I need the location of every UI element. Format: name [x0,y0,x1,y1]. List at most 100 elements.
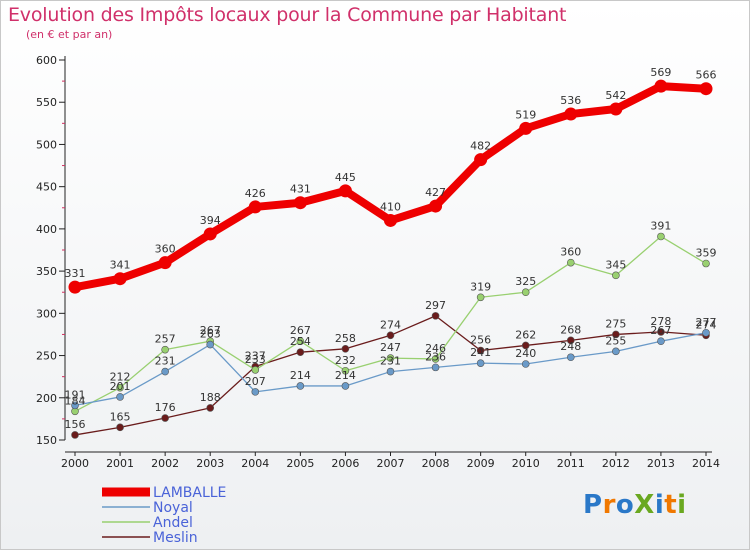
data-label-andel: 247 [380,341,401,354]
data-label-lamballe: 331 [65,267,86,280]
data-label-meslin: 156 [65,418,86,431]
data-label-noyal: 241 [470,346,491,359]
data-point-andel [116,383,124,392]
data-point-lamballe [203,227,217,241]
data-point-noyal [521,360,530,368]
data-point-lamballe [248,200,262,214]
data-point-noyal [431,363,440,372]
data-point-noyal [71,401,79,410]
x-tick-label: 2009 [467,457,495,470]
data-point-noyal [657,337,665,346]
data-label-meslin: 165 [110,410,131,423]
data-label-andel: 359 [696,247,717,260]
data-label-lamballe: 341 [110,259,131,272]
series-layer [68,79,713,439]
data-label-noyal: 263 [200,328,221,341]
chart-title: Evolution des Impôts locaux pour la Comm… [8,4,567,26]
data-label-noyal: 231 [380,355,401,368]
data-label-meslin: 297 [425,299,446,312]
data-point-noyal [251,388,260,396]
data-point-andel [161,345,169,354]
data-point-meslin [521,341,530,350]
x-tick-label: 2014 [692,457,720,470]
data-label-noyal: 267 [650,324,671,337]
data-label-andel: 212 [110,371,131,384]
y-tick-label: 250 [36,350,57,363]
data-point-meslin [612,330,620,339]
data-point-noyal [612,347,620,356]
data-label-noyal: 191 [65,388,86,401]
data-point-noyal [476,359,485,367]
data-label-andel: 391 [650,219,671,232]
data-label-noyal: 201 [110,380,131,393]
x-tick-label: 2013 [647,457,675,470]
data-point-andel [612,271,620,280]
data-label-andel: 267 [200,324,221,337]
data-label-noyal: 277 [696,316,717,329]
data-label-lamballe: 482 [470,140,491,153]
data-point-andel [657,232,665,241]
data-label-lamballe: 360 [155,243,176,256]
x-tick-label: 2005 [286,457,314,470]
data-point-andel [341,366,350,375]
data-label-meslin: 268 [560,323,581,336]
data-label-lamballe: 426 [245,187,266,200]
y-tick-label: 500 [36,138,57,151]
data-label-andel: 267 [290,324,311,337]
y-tick-label: 150 [36,434,57,447]
x-tick-label: 2004 [241,457,269,470]
x-tick-label: 2007 [377,457,405,470]
data-label-meslin: 188 [200,391,221,404]
x-tick-label: 2011 [557,457,585,470]
data-point-noyal [116,393,124,401]
data-point-meslin [71,431,79,439]
data-point-andel [702,259,710,268]
data-label-lamballe: 427 [425,186,446,199]
data-point-lamballe [158,256,172,270]
y-tick-label: 400 [36,223,57,236]
y-tick-label: 550 [36,96,57,109]
data-point-andel [566,258,575,267]
chart-subtitle: (en € et par an) [26,28,113,41]
x-tick-label: 2010 [512,457,540,470]
data-point-andel [431,355,440,363]
data-point-lamballe [293,196,307,210]
x-tick-label: 2012 [602,457,630,470]
data-label-noyal: 240 [515,347,536,360]
proxiti-logo: ProXiti [583,490,687,520]
data-point-lamballe [564,107,578,121]
data-label-meslin: 176 [155,401,176,414]
data-point-noyal [161,367,169,376]
data-label-noyal: 214 [290,369,311,382]
data-point-andel [251,366,260,374]
data-point-noyal [386,367,395,376]
data-label-meslin: 256 [470,333,491,346]
legend-label-noyal: Noyal [153,500,193,516]
data-point-noyal [206,340,215,349]
data-label-meslin: 274 [696,318,717,331]
data-label-meslin: 278 [650,315,671,328]
legend-label-lamballe: LAMBALLE [153,485,226,501]
data-point-meslin [566,336,575,345]
logo-letter: i [654,490,665,520]
data-label-meslin: 274 [380,318,401,331]
data-label-lamballe: 394 [200,214,221,227]
data-label-lamballe: 445 [335,171,356,184]
data-label-andel: 233 [245,353,266,366]
logo-letter: o [615,490,635,520]
data-label-andel: 184 [65,394,86,407]
logo-letter: i [677,490,687,520]
data-point-meslin [161,414,169,422]
data-point-noyal [341,382,350,390]
data-label-noyal: 214 [335,369,356,382]
logo-letter: t [664,490,678,520]
data-point-noyal [566,353,575,362]
data-label-andel: 257 [155,333,176,346]
series-line-lamballe [74,82,707,292]
x-tick-label: 2000 [61,457,89,470]
data-point-lamballe [68,280,82,294]
data-point-meslin [657,328,665,336]
data-point-noyal [296,382,305,390]
data-point-noyal [702,328,710,337]
